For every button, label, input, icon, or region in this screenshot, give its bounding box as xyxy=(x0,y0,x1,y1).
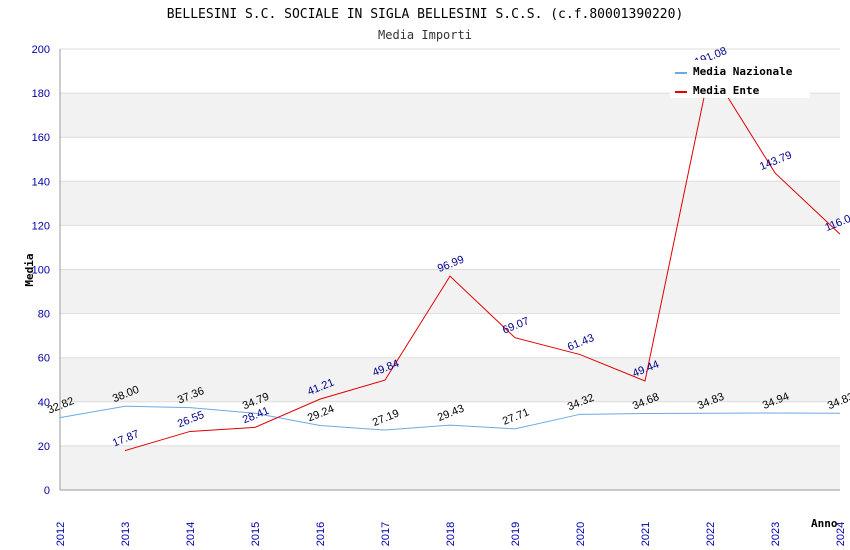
y-tick-label: 140 xyxy=(32,176,50,188)
x-tick-label: 2019 xyxy=(510,522,522,546)
legend-label-media-nazionale: Media Nazionale xyxy=(693,65,793,78)
background-band xyxy=(60,93,840,138)
x-tick-label: 2016 xyxy=(315,522,327,546)
background-band xyxy=(60,181,840,226)
plot-background-bands xyxy=(60,49,840,490)
x-tick-label: 2024 xyxy=(835,522,847,546)
series-line-media-nazionale xyxy=(59,405,841,431)
y-tick-label: 40 xyxy=(38,397,50,409)
x-tick-label: 2020 xyxy=(575,522,587,546)
x-axis-label: Anno xyxy=(811,517,838,530)
x-tick-label: 2015 xyxy=(250,522,262,546)
y-tick-label: 180 xyxy=(32,88,50,100)
chart-title: BELLESINI S.C. SOCIALE IN SIGLA BELLESIN… xyxy=(167,7,684,22)
x-tick-label: 2021 xyxy=(640,522,652,546)
y-tick-label: 80 xyxy=(38,309,50,321)
background-band xyxy=(60,445,840,490)
x-tick-labels: 2012 2013 2014 2015 2016 2017 2018 2019 2020 2021… xyxy=(55,522,847,546)
y-tick-labels: 0 20 40 60 80 100 120 140 160 180 200 xyxy=(32,44,50,497)
y-tick-label: 200 xyxy=(32,44,50,56)
background-band xyxy=(60,137,840,182)
y-tick-label: 60 xyxy=(38,353,50,365)
y-tick-label: 20 xyxy=(38,441,50,453)
legend-label-media-ente: Media Ente xyxy=(693,84,760,97)
x-tick-label: 2012 xyxy=(55,522,67,546)
background-band xyxy=(60,313,840,358)
x-tick-label: 2013 xyxy=(120,522,132,546)
y-axis-label: Media xyxy=(23,253,36,286)
y-tick-label: 100 xyxy=(32,265,50,277)
background-band xyxy=(60,357,840,402)
background-band xyxy=(60,225,840,270)
y-tick-label: 160 xyxy=(32,132,50,144)
x-tick-label: 2018 xyxy=(445,522,457,546)
y-tick-label: 0 xyxy=(44,485,50,497)
legend: Media Nazionale Media Ente xyxy=(670,60,810,98)
legend-box xyxy=(670,60,810,98)
background-band xyxy=(60,401,840,446)
x-tick-label: 2023 xyxy=(770,522,782,546)
x-tick-label: 2017 xyxy=(380,522,392,546)
y-tick-label: 120 xyxy=(32,220,50,232)
chart-subtitle: Media Importi xyxy=(378,28,472,42)
x-tick-label: 2014 xyxy=(185,522,197,546)
x-tick-label: 2022 xyxy=(705,522,717,546)
